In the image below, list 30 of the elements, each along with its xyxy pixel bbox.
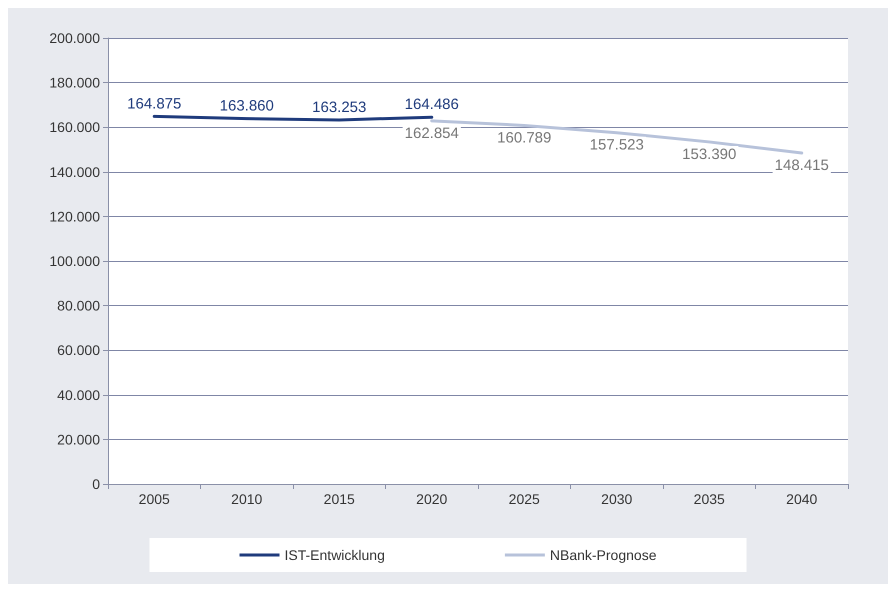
y-tick-label: 140.000 — [49, 164, 100, 180]
data-label: 164.875 — [127, 95, 182, 112]
y-tick-label: 60.000 — [57, 342, 100, 358]
y-tick-label: 120.000 — [49, 208, 100, 224]
y-tick-label: 20.000 — [57, 431, 100, 448]
y-tick-label: 0 — [92, 476, 100, 492]
y-tick-label: 100.000 — [49, 253, 100, 269]
x-tick-label: 2035 — [694, 491, 726, 507]
data-label: 162.854 — [404, 124, 459, 142]
y-tick-label: 80.000 — [57, 298, 100, 314]
data-label: 164.486 — [404, 96, 459, 114]
x-tick-label: 2010 — [231, 491, 263, 507]
y-tick-label: 180.000 — [49, 74, 100, 91]
legend-label: NBank-Prognose — [550, 547, 657, 563]
x-tick-label: 2015 — [324, 491, 356, 507]
data-label: 163.253 — [312, 98, 366, 116]
y-tick-label: 40.000 — [57, 386, 100, 403]
legend-label: IST-Entwicklung — [284, 547, 385, 563]
data-label: 153.390 — [682, 146, 736, 163]
data-label: 163.860 — [220, 98, 274, 115]
x-tick-label: 2030 — [601, 491, 633, 507]
y-tick-label: 160.000 — [49, 119, 100, 136]
data-label: 160.789 — [497, 129, 552, 146]
x-tick-label: 2005 — [138, 491, 170, 507]
x-tick-label: 2025 — [508, 491, 540, 507]
data-label: 157.523 — [590, 136, 644, 154]
x-tick-label: 2020 — [416, 491, 448, 507]
x-tick-label: 2040 — [786, 491, 818, 507]
y-tick-label: 200.000 — [49, 30, 100, 46]
data-label: 148.415 — [774, 157, 829, 174]
